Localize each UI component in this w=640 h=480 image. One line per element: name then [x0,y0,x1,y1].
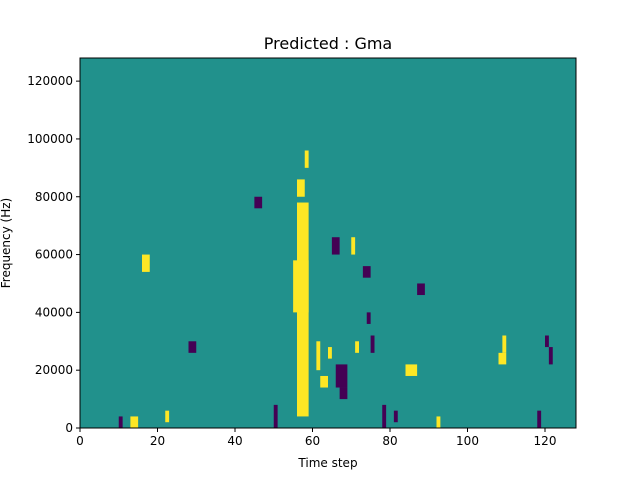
x-axis-label: Time step [297,456,357,470]
x-tick-label: 0 [76,434,84,448]
heatmap-cell-low [331,237,340,255]
heatmap-cell-high [328,347,332,359]
heatmap-cell-high [297,179,305,197]
x-tick-label: 120 [534,434,557,448]
heatmap-cell-high [142,254,150,272]
x-axis: 0 20 40 60 80 100 120 [76,428,556,448]
heatmap-cell-low [393,410,398,423]
heatmap-cell-low [417,283,425,296]
y-axis-label: Frequency (Hz) [0,198,13,289]
heatmap-cell-low [366,312,371,324]
heatmap-cell-high [351,237,356,255]
heatmap-cell-high [316,341,321,371]
heatmap-cell-low [545,335,549,348]
chart-title: Predicted : Gma [264,34,392,53]
heatmap-cell-low [273,404,278,428]
heatmap-cell-low [254,196,263,209]
heatmap-cell-low [335,364,348,388]
heatmap-cell-high [130,416,139,428]
heatmap-cell-high [165,410,170,423]
heatmap-cell-low [548,347,553,365]
y-tick-label: 60000 [35,248,73,262]
y-tick-label: 20000 [35,363,73,377]
x-tick-label: 20 [150,434,165,448]
y-tick-label: 80000 [35,190,73,204]
y-tick-label: 0 [65,421,73,435]
y-axis: 0 20000 40000 60000 80000 100000 120000 [27,74,80,435]
heatmap-cell-high [498,352,507,365]
heatmap-cell-high [436,416,441,428]
heatmap-cell-high [304,150,309,168]
heatmap-cell-high [320,375,328,388]
heatmap-cell-low [362,266,371,278]
heatmap-cell-low [118,416,123,428]
y-tick-label: 120000 [27,74,73,88]
heatmap-cell-low [382,404,387,428]
heatmap-cell-low [339,387,348,400]
heatmap-cell-low [188,341,197,353]
plot-frame [79,57,577,429]
y-tick-label: 100000 [27,132,73,146]
x-tick-label: 80 [382,434,397,448]
heatmap-cell-high [293,260,309,313]
x-tick-label: 60 [305,434,320,448]
x-tick-label: 100 [456,434,479,448]
heatmap-cell-high [502,335,507,353]
heatmap-cells [118,150,553,428]
y-tick-label: 40000 [35,305,73,319]
heatmap-cell-high [355,341,359,353]
x-tick-label: 40 [227,434,242,448]
heatmap-cell-low [370,335,375,353]
plot-area [80,58,576,428]
heatmap-cell-low [537,410,542,428]
heatmap-background [80,58,576,428]
heatmap-cell-high [405,364,418,376]
